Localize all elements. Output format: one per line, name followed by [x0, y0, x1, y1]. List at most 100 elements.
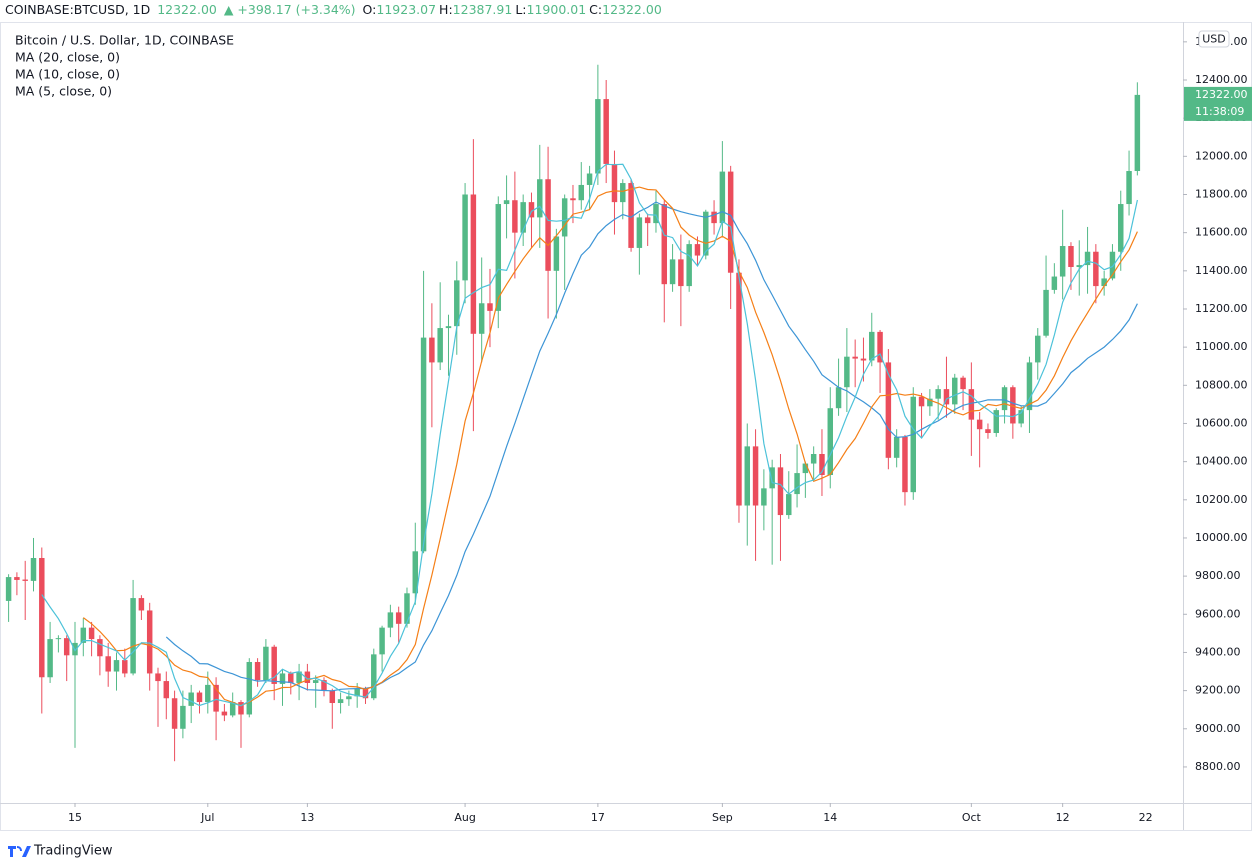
- candle-body: [736, 272, 742, 506]
- candle-body: [603, 99, 609, 164]
- candle-body: [229, 702, 236, 716]
- candle-body: [487, 303, 493, 311]
- y-tick-label: 10600.00: [1195, 416, 1248, 429]
- candles: [5, 64, 1141, 762]
- brand-logo: TradingView: [8, 844, 113, 859]
- candle-body: [1043, 289, 1049, 336]
- candle-body: [1076, 265, 1082, 268]
- candle-body: [1068, 246, 1074, 268]
- y-tick-label: 10000.00: [1195, 531, 1248, 544]
- candle-body: [678, 259, 684, 287]
- candle-body: [545, 179, 551, 271]
- candle-body: [611, 163, 618, 203]
- y-tick-label: 12000.00: [1195, 149, 1248, 162]
- x-tick-label: Oct: [962, 811, 982, 824]
- candle-body: [72, 642, 78, 656]
- candle-body: [80, 627, 87, 643]
- candle-body: [860, 358, 867, 361]
- ohlc-value: 11923.07: [376, 2, 437, 17]
- candle-body: [935, 389, 941, 399]
- candle-body: [827, 408, 834, 475]
- candle-body: [263, 646, 269, 681]
- candle-body: [271, 646, 277, 684]
- candle-body: [869, 331, 875, 361]
- candle-body: [503, 200, 510, 205]
- candle-body: [371, 654, 377, 699]
- candle-body: [454, 280, 460, 327]
- candle-body: [744, 446, 751, 506]
- logo-icon: [8, 846, 31, 857]
- y-tick-label: 9400.00: [1195, 645, 1241, 658]
- candle-body: [105, 656, 111, 672]
- candle-body: [553, 236, 560, 271]
- candle-body: [1084, 251, 1091, 266]
- candle-body: [379, 627, 385, 655]
- x-tick-label: 15: [68, 811, 82, 824]
- candle-body: [1093, 251, 1099, 287]
- candle-body: [462, 194, 468, 281]
- candle-body: [130, 598, 136, 674]
- candle-body: [213, 684, 219, 712]
- x-tick-label: 17: [591, 811, 605, 824]
- candle-body: [437, 328, 443, 363]
- candle-body: [362, 688, 369, 699]
- candle-body: [910, 396, 917, 493]
- candle-body: [188, 692, 194, 706]
- indicator-label: MA (5, close, 0): [15, 84, 112, 99]
- y-tick-label: 9000.00: [1195, 722, 1241, 735]
- candle-body: [810, 454, 817, 464]
- ohlc-value: 12387.91: [452, 2, 513, 17]
- candle-body: [30, 557, 37, 581]
- candle-body: [769, 467, 775, 489]
- candle-body: [279, 673, 286, 684]
- candle-body: [877, 331, 883, 363]
- candle-body: [819, 454, 825, 475]
- x-tick-label: Sep: [712, 811, 733, 824]
- y-tick-label: 10200.00: [1195, 493, 1248, 506]
- candle-body: [1026, 362, 1033, 411]
- symbol: COINBASE:BTCUSD, 1D: [5, 2, 151, 17]
- candle-body: [586, 173, 593, 185]
- candle-body: [354, 688, 360, 697]
- currency-badge: [1198, 30, 1230, 48]
- x-tick-label: 13: [300, 811, 314, 824]
- candle-body: [1051, 276, 1058, 290]
- candle-body: [835, 387, 842, 409]
- brand-name: TradingView: [33, 844, 113, 859]
- candle-body: [138, 598, 145, 611]
- candle-body: [146, 610, 153, 674]
- candle-body: [55, 638, 62, 640]
- candle-body: [495, 204, 502, 311]
- ohlc-label: C:: [589, 2, 603, 17]
- last-price: 12322.00: [157, 2, 217, 17]
- candle-body: [412, 551, 419, 594]
- candle-body: [711, 211, 717, 224]
- candle-body: [985, 429, 991, 434]
- ohlc-label: H:: [439, 2, 453, 17]
- candle-body: [321, 680, 327, 691]
- y-tick-label: 9600.00: [1195, 607, 1241, 620]
- candle-body: [346, 696, 352, 700]
- candle-body: [578, 184, 585, 201]
- candle-body: [968, 389, 975, 420]
- candle-body: [952, 377, 958, 405]
- y-tick-label: 12400.00: [1195, 73, 1248, 86]
- candle-body: [155, 673, 161, 682]
- candle-body: [196, 692, 203, 703]
- ohlc-label: O:: [362, 2, 377, 17]
- y-tick-label: 10800.00: [1195, 378, 1248, 391]
- y-tick-label: 8800.00: [1195, 760, 1241, 773]
- candle-body: [470, 194, 477, 334]
- candle-body: [620, 183, 626, 203]
- candle-body: [918, 396, 925, 407]
- candle-body: [88, 627, 95, 640]
- candle-body: [902, 436, 908, 493]
- chart-frame: [0, 22, 1252, 831]
- y-tick-label: 9800.00: [1195, 569, 1241, 582]
- candle-body: [694, 244, 701, 256]
- candle-body: [669, 259, 676, 285]
- countdown: 11:38:09: [1195, 105, 1244, 118]
- candle-body: [786, 494, 792, 516]
- y-tick-label: 11800.00: [1195, 187, 1248, 200]
